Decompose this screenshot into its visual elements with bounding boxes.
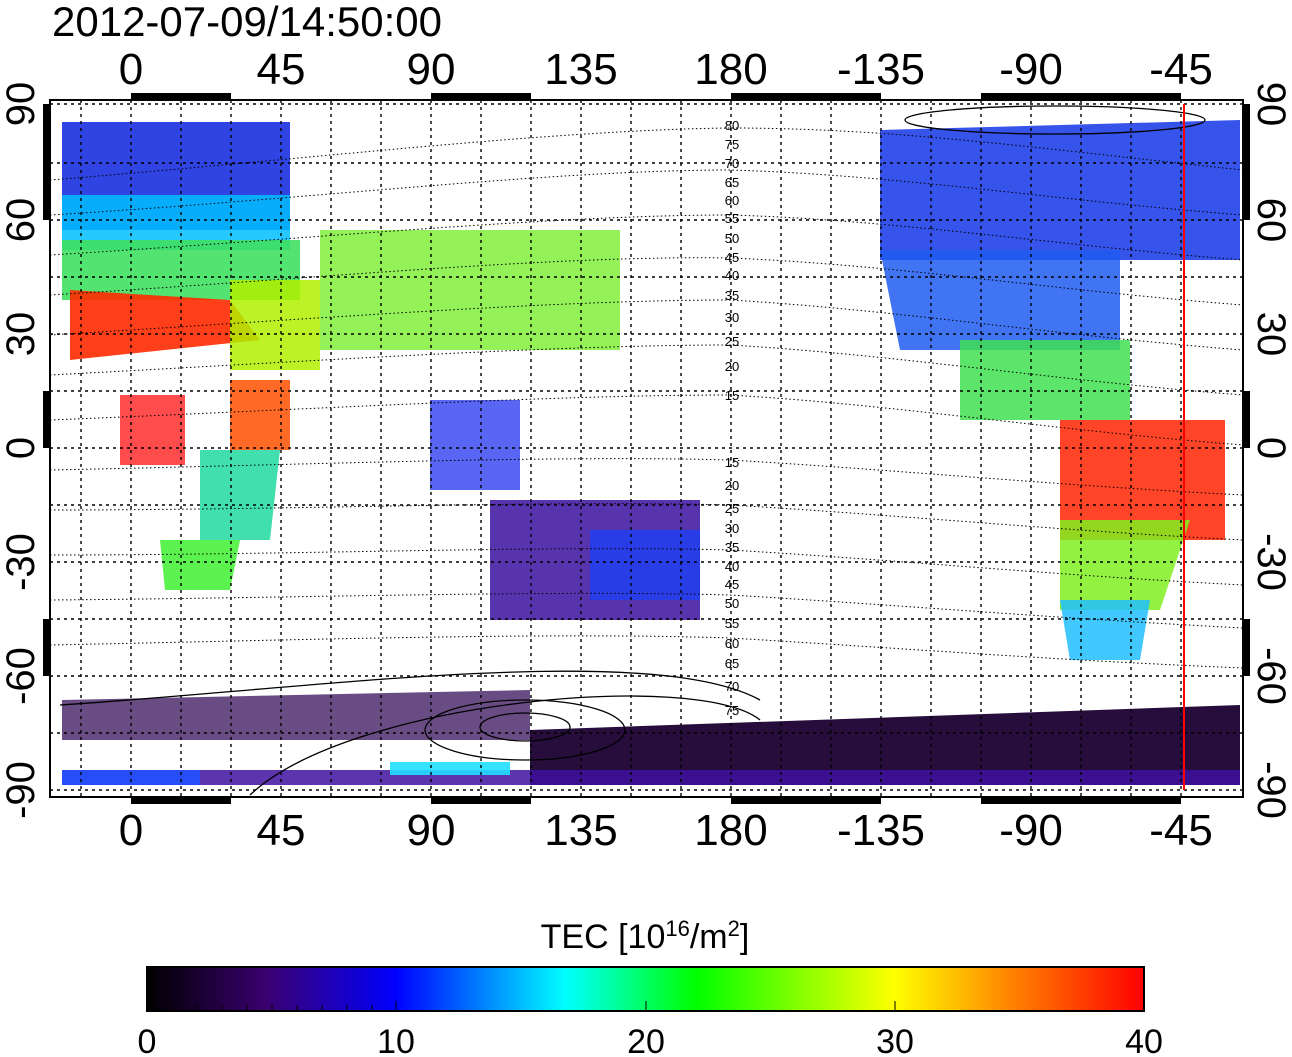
lon-tick-label: -45 [1149,806,1213,855]
lat-tick-label: 30 [0,312,43,357]
lon-tick-label: 135 [544,45,617,94]
frame-ticks [43,93,1250,804]
contour-label: 70 [725,679,739,694]
contour-label: 75 [725,137,739,152]
contour-label: 70 [725,156,739,171]
contour-label: 15 [725,455,739,470]
lon-labels-top: 0 45 90 135 180 -135 -90 -45 [119,45,1213,94]
contour-label: 45 [725,577,739,592]
lat-tick-label: -30 [0,533,43,591]
lon-tick-label: 90 [407,806,456,855]
contour-label: 15 [725,388,739,403]
lon-labels-bottom: 0 45 90 135 180 -135 -90 -45 [119,806,1213,855]
contour-label: 30 [725,521,739,536]
lon-tick-label: -45 [1149,45,1213,94]
contour-label: 25 [725,334,739,349]
lat-tick-label: -90 [1249,761,1292,819]
contour-label: 55 [725,616,739,631]
lon-tick-label: 0 [119,45,143,94]
lon-tick-label: 45 [257,45,306,94]
lat-labels-left: 90 60 30 0 -30 -60 -90 [0,82,43,819]
contour-labels-north: 80 75 70 65 60 55 50 45 40 35 30 25 20 1… [725,118,739,403]
magnetic-contours [50,127,1243,669]
lon-tick-label: 180 [694,45,767,94]
lon-tick-label: 0 [119,806,143,855]
lon-tick-label: 180 [694,806,767,855]
colorbar-tick-label: 20 [627,1023,665,1057]
map-timestamp: 2012-07-09/14:50:00 [52,0,442,45]
lon-tick-label: 135 [544,806,617,855]
lat-tick-label: 90 [0,82,43,127]
lat-tick-label: 60 [1249,198,1292,243]
contour-label: 45 [725,250,739,265]
lat-tick-label: -60 [0,647,43,705]
lat-tick-label: 0 [0,437,43,459]
contour-label: 55 [725,211,739,226]
lat-tick-label: 60 [0,198,43,243]
lon-tick-label: 45 [257,806,306,855]
colorbar-tick-labels: 0 10 20 30 40 [138,1023,1163,1057]
lon-tick-label: 90 [407,45,456,94]
map-frame [49,99,1244,798]
colorbar-title: TEC [1016/m2] [541,916,750,957]
colorbar-tick-label: 40 [1125,1023,1163,1057]
contour-label: 80 [725,118,739,133]
contour-label: 60 [725,193,739,208]
colorbar-tick-label: 30 [876,1023,914,1057]
lon-tick-label: -135 [837,806,925,855]
lat-tick-label: 30 [1249,312,1292,357]
colorbar-tick-label: 0 [138,1023,157,1057]
lat-tick-label: 90 [1249,82,1292,127]
contour-label: 75 [725,703,739,718]
colorbar-minor-ticks [171,1001,896,1011]
lon-tick-label: -135 [837,45,925,94]
lat-tick-label: -90 [0,761,43,819]
graticule [50,100,1243,797]
lat-tick-label: -30 [1249,533,1292,591]
contour-labels-south: 15 20 25 30 35 40 45 50 55 60 65 70 75 [725,455,739,718]
contour-label: 50 [725,231,739,246]
lon-tick-label: -90 [999,45,1063,94]
contour-label: 65 [725,656,739,671]
contour-label: 40 [725,559,739,574]
contour-label: 20 [725,359,739,374]
contour-label: 30 [725,310,739,325]
contour-label: 60 [725,636,739,651]
contour-label: 35 [725,540,739,555]
contour-label: 25 [725,501,739,516]
contour-label: 40 [725,268,739,283]
contour-label: 50 [725,596,739,611]
lon-tick-label: -90 [999,806,1063,855]
lat-labels-right: 90 60 30 0 -30 -60 -90 [1249,82,1292,819]
contour-label: 20 [725,478,739,493]
lat-tick-label: -60 [1249,647,1292,705]
colorbar-tick-label: 10 [377,1023,415,1057]
magnetic-pole-contours [59,105,1206,796]
map-plot-area [50,100,1243,797]
lat-tick-label: 0 [1249,437,1292,459]
contour-label: 35 [725,288,739,303]
contour-label: 65 [725,175,739,190]
